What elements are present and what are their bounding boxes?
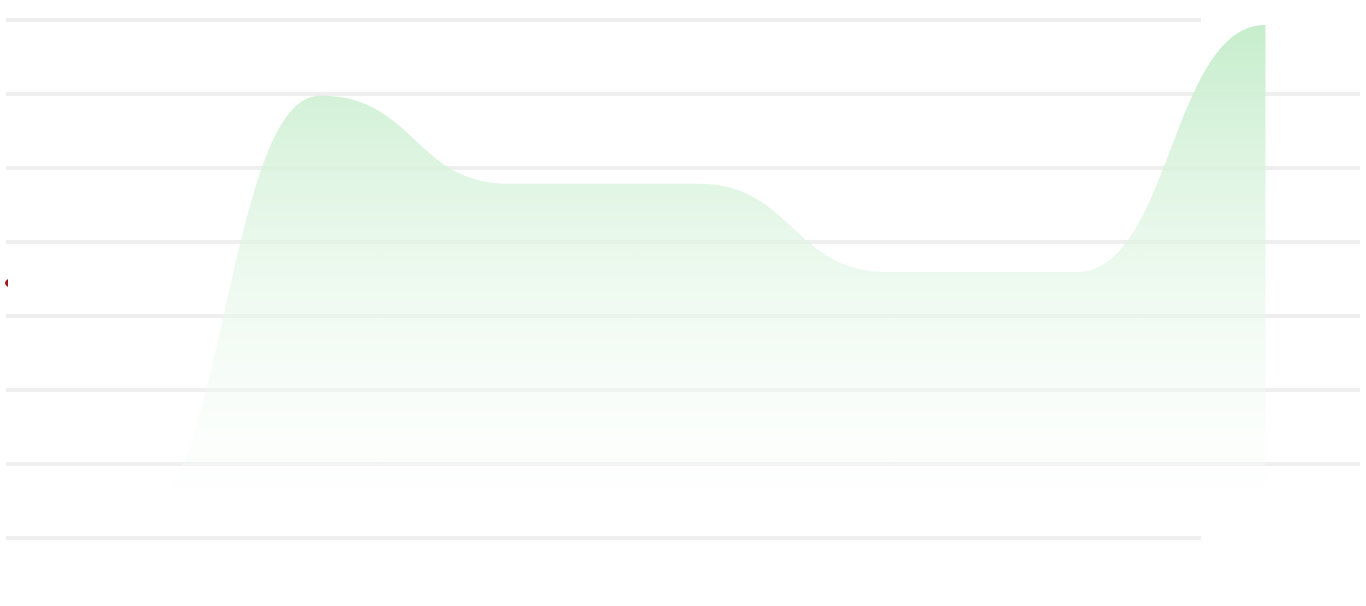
series-layer bbox=[131, 25, 1266, 519]
area-series-0 bbox=[131, 25, 1266, 519]
edge-marker-icon bbox=[5, 279, 8, 287]
edge-marker-layer bbox=[5, 279, 8, 287]
